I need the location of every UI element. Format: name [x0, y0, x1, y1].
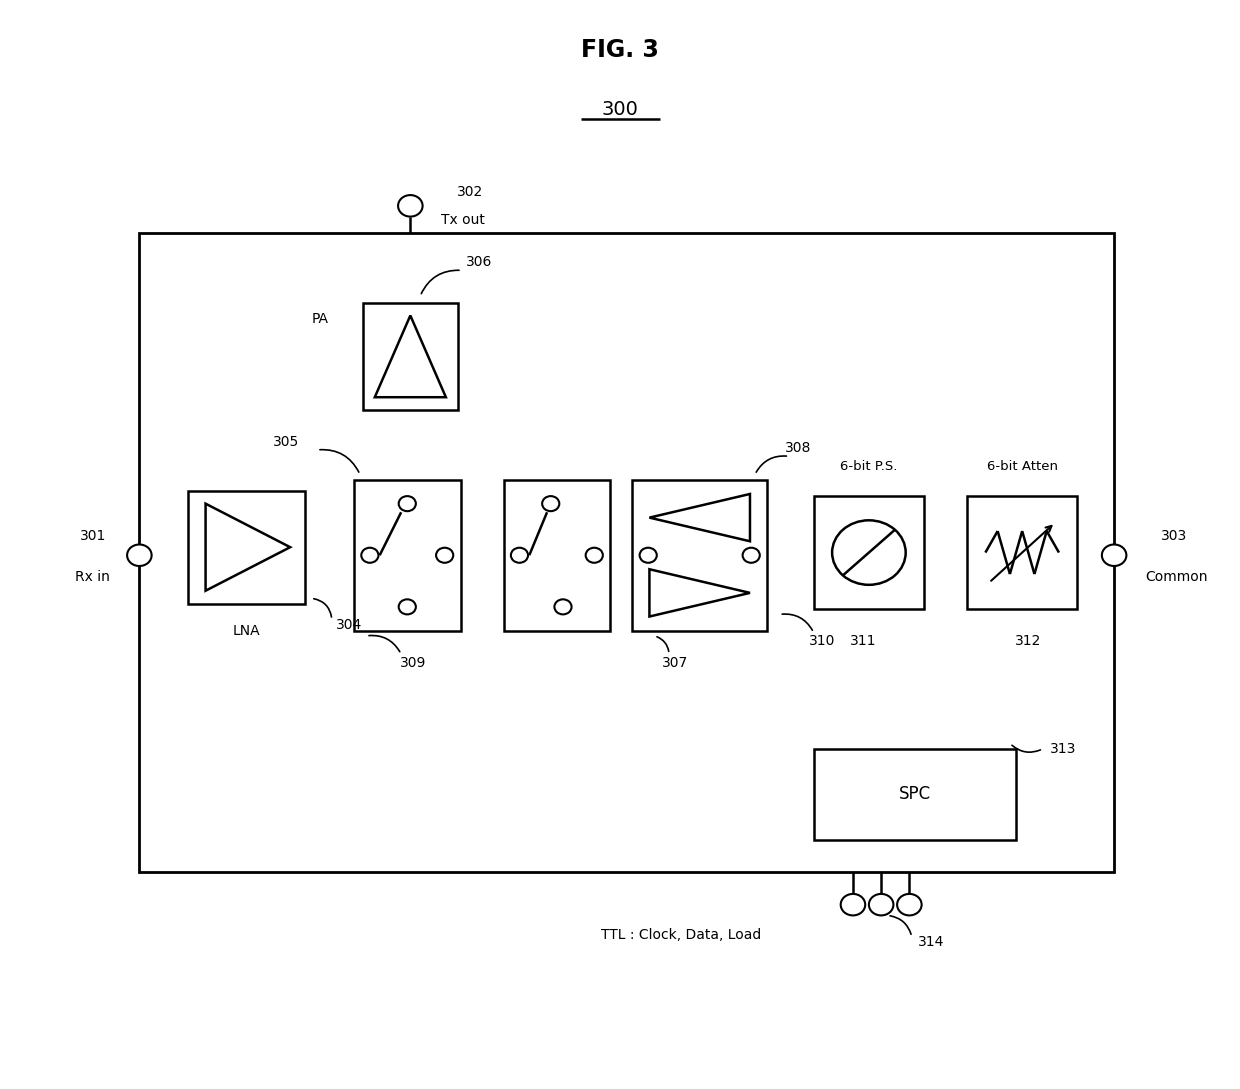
Bar [353, 480, 460, 631]
Text: 301: 301 [79, 529, 105, 543]
Circle shape [869, 894, 894, 916]
Bar [813, 749, 1016, 840]
Text: SPC: SPC [899, 785, 931, 804]
Text: 304: 304 [336, 619, 362, 632]
Text: 303: 303 [1161, 529, 1187, 543]
Circle shape [511, 548, 528, 563]
Circle shape [897, 894, 921, 916]
Circle shape [436, 548, 454, 563]
Circle shape [361, 548, 378, 563]
Text: 313: 313 [1050, 742, 1076, 756]
Text: 310: 310 [810, 634, 836, 648]
Circle shape [399, 497, 415, 511]
Text: TTL : Clock, Data, Load: TTL : Clock, Data, Load [601, 928, 761, 942]
Text: FIG. 3: FIG. 3 [582, 38, 658, 62]
Text: 6-bit P.S.: 6-bit P.S. [841, 460, 898, 473]
Circle shape [399, 599, 415, 614]
Text: Tx out: Tx out [441, 212, 485, 227]
Circle shape [542, 497, 559, 511]
Circle shape [585, 548, 603, 563]
Circle shape [554, 599, 572, 614]
Bar [188, 491, 305, 603]
Text: Common: Common [1145, 570, 1208, 584]
Polygon shape [650, 494, 750, 541]
Text: PA: PA [311, 311, 329, 326]
Bar [503, 480, 610, 631]
Bar [139, 233, 1114, 872]
Text: 312: 312 [1016, 634, 1042, 648]
Polygon shape [650, 570, 750, 616]
Bar [362, 303, 458, 411]
Text: Rx in: Rx in [76, 570, 110, 584]
Text: 308: 308 [785, 441, 811, 455]
Circle shape [398, 195, 423, 217]
Text: 309: 309 [401, 656, 427, 670]
Text: LNA: LNA [233, 624, 260, 637]
Text: 307: 307 [662, 656, 688, 670]
Text: 306: 306 [465, 255, 492, 269]
Bar [967, 497, 1078, 609]
Polygon shape [374, 316, 446, 397]
Text: 300: 300 [601, 99, 639, 119]
Circle shape [841, 894, 866, 916]
Text: 311: 311 [849, 634, 875, 648]
Bar [632, 480, 768, 631]
Circle shape [832, 521, 905, 585]
Circle shape [743, 548, 760, 563]
Circle shape [128, 544, 151, 566]
Text: 305: 305 [273, 436, 300, 450]
Circle shape [640, 548, 657, 563]
Text: 314: 314 [918, 935, 945, 950]
Text: 302: 302 [456, 185, 484, 199]
Bar [813, 497, 924, 609]
Circle shape [1102, 544, 1126, 566]
Text: 6-bit Atten: 6-bit Atten [987, 460, 1058, 473]
Polygon shape [206, 503, 290, 590]
